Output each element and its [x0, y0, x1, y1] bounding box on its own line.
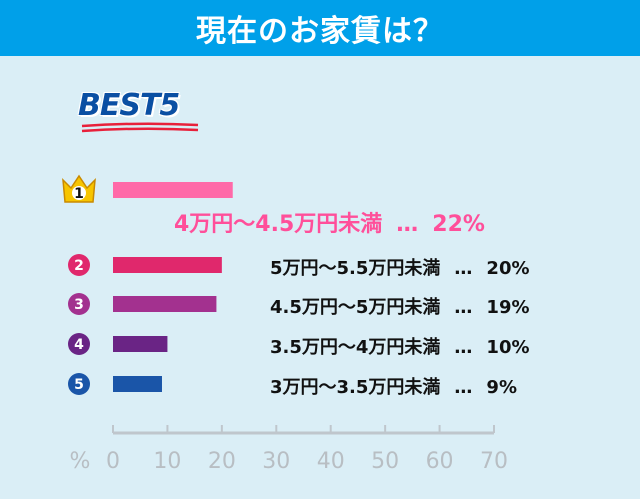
rank-number: 5	[74, 377, 84, 393]
category-label: 4.5万円〜5万円未満	[270, 297, 441, 318]
value-label: 9%	[486, 377, 517, 398]
category-label: 3万円〜3.5万円未満	[270, 377, 441, 398]
bar	[113, 257, 222, 273]
category-label: 4万円〜4.5万円未満	[174, 212, 383, 237]
value-label: 20%	[486, 258, 530, 279]
x-tick-label: 20	[208, 449, 236, 474]
rank-label-5: 3万円〜3.5万円未満 … 9%	[270, 373, 517, 399]
rank-number: 4	[74, 337, 84, 353]
bar	[113, 376, 162, 392]
rank-circle-icon	[68, 333, 90, 355]
x-tick-label: 60	[426, 449, 454, 474]
rank-label-4: 3.5万円〜4万円未満 … 10%	[270, 333, 530, 359]
separator: …	[396, 212, 419, 237]
value-label: 22%	[432, 212, 485, 237]
separator: …	[454, 337, 473, 358]
x-tick-label: 70	[480, 449, 508, 474]
bar	[113, 296, 217, 312]
x-axis-label: %	[70, 449, 91, 474]
separator: …	[454, 377, 473, 398]
value-label: 10%	[486, 337, 530, 358]
bar	[113, 336, 168, 352]
rank-circle-icon	[68, 254, 90, 276]
x-tick-label: 0	[106, 449, 120, 474]
x-tick-label: 50	[371, 449, 399, 474]
crown-icon-center	[72, 186, 86, 200]
category-label: 3.5万円〜4万円未満	[270, 337, 441, 358]
rank-circle-icon	[68, 373, 90, 395]
best5-badge: BEST5	[78, 88, 180, 123]
rank-label-1: 4万円〜4.5万円未満 … 22%	[174, 206, 485, 238]
rank-circle-icon	[68, 293, 90, 315]
x-tick-label: 30	[262, 449, 290, 474]
rank-label-3: 4.5万円〜5万円未満 … 19%	[270, 293, 530, 319]
separator: …	[454, 258, 473, 279]
bar	[113, 182, 233, 198]
x-tick-label: 10	[153, 449, 181, 474]
separator: …	[454, 297, 473, 318]
x-tick-label: 40	[317, 449, 345, 474]
rank-number: 2	[74, 258, 84, 274]
rank-label-2: 5万円〜5.5万円未満 … 20%	[270, 254, 530, 280]
category-label: 5万円〜5.5万円未満	[270, 258, 441, 279]
best5-underline-decoration	[81, 122, 199, 133]
chart-card	[6, 62, 634, 493]
page-title: 現在のお家賃は？	[0, 0, 640, 56]
value-label: 19%	[486, 297, 530, 318]
rank-number: 1	[74, 186, 84, 202]
rank-number: 3	[74, 297, 84, 313]
